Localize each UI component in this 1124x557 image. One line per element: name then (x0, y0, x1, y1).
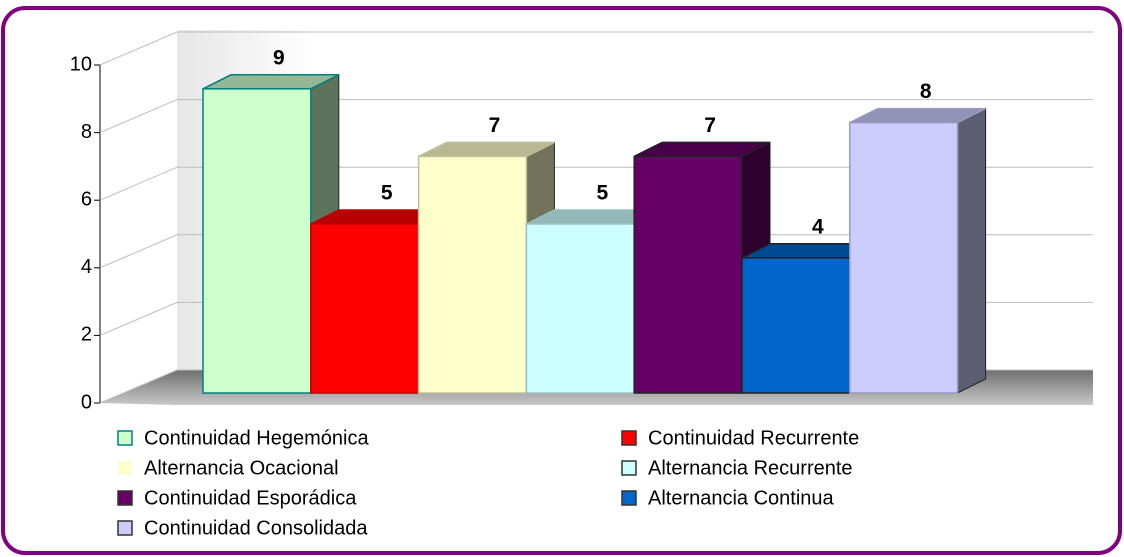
bar (310, 223, 420, 394)
grid-line (99, 99, 1093, 134)
legend-swatch (118, 461, 132, 475)
legend-label: Continuidad Hegemónica (144, 427, 369, 449)
data-label: 5 (596, 182, 608, 205)
y-tick-label: 6 (81, 188, 92, 210)
legend-label: Continuidad Consolidada (144, 517, 368, 539)
legend-swatch (621, 460, 637, 476)
bar (525, 223, 635, 394)
bar-side (957, 107, 987, 394)
bar (633, 155, 743, 394)
legend-swatch (117, 490, 133, 506)
y-tick-label: 2 (81, 324, 92, 346)
data-label: 7 (704, 114, 716, 137)
legend-swatch (621, 490, 637, 506)
y-tick-label: 0 (81, 391, 92, 413)
y-tick-label: 4 (81, 256, 92, 278)
legend-label: Alternancia Continua (648, 487, 835, 509)
data-label: 5 (381, 182, 393, 205)
legend-swatch (117, 520, 133, 536)
data-label: 7 (489, 114, 501, 137)
grid-line (99, 166, 1093, 201)
grid-line (99, 31, 1093, 66)
bar (202, 88, 312, 394)
bar (741, 257, 851, 394)
grid-line (99, 234, 1093, 269)
legend-swatch (117, 430, 133, 446)
legend-label: Alternancia Ocacional (144, 457, 339, 479)
bar (849, 121, 959, 394)
data-label: 8 (920, 80, 932, 103)
y-tick-label: 8 (81, 121, 92, 143)
data-label: 9 (273, 46, 285, 69)
y-tick-label: 10 (70, 53, 92, 75)
legend-swatch (621, 430, 637, 446)
legend-label: Continuidad Recurrente (648, 427, 859, 449)
bar (417, 155, 528, 394)
legend-label: Alternancia Recurrente (648, 457, 853, 479)
legend-label: Continuidad Esporádica (144, 487, 357, 509)
data-label: 4 (812, 215, 824, 238)
